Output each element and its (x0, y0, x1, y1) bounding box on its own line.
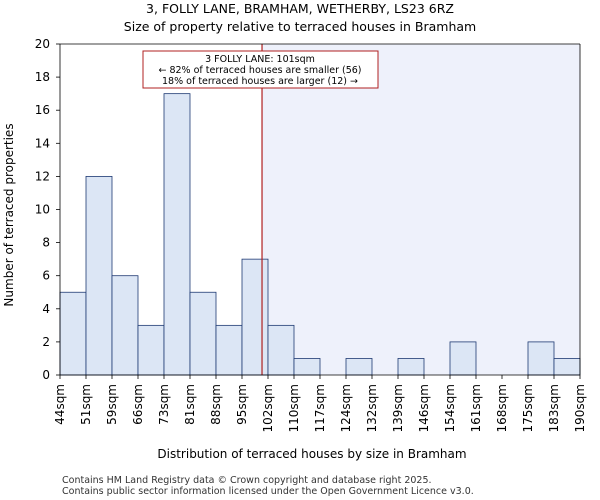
bar-110sqm (293, 358, 321, 376)
x-axis-ticks: 44sqm 51sqm 59sqm 66sqm 73sqm 81sqm 88sqm 95sqm… (53, 375, 587, 432)
annotation-box: 3 FOLLY LANE: 101sqm ← 82% of terraced h… (142, 50, 379, 89)
x-tick-label-154sqm: 154sqm (443, 384, 457, 432)
x-tick-label-139sqm: 139sqm (391, 384, 405, 432)
x-tick-label-44sqm: 44sqm (53, 384, 67, 425)
y-axis-ticks: 0 2 4 6 8 10 12 14 16 18 20 (35, 37, 60, 382)
bar-44sqm (59, 291, 87, 376)
y-tick-label-8: 8 (42, 236, 50, 250)
x-axis-label: Distribution of terraced houses by size … (157, 447, 466, 461)
x-tick-label-117sqm: 117sqm (313, 384, 327, 432)
bar-95sqm (241, 258, 269, 376)
x-tick-label-132sqm: 132sqm (365, 384, 379, 432)
bar-124sqm (345, 358, 373, 376)
y-tick-label-0: 0 (42, 368, 50, 382)
x-tick-label-161sqm: 161sqm (469, 384, 483, 432)
annotation-line-3: 18% of terraced houses are larger (12) → (162, 76, 358, 87)
bar-81sqm (189, 291, 217, 376)
bar-88sqm (215, 324, 243, 376)
larger-region-shading (262, 44, 580, 375)
x-tick-label-51sqm: 51sqm (79, 384, 93, 425)
y-tick-label-4: 4 (42, 302, 50, 316)
bar-102sqm (267, 324, 295, 376)
x-tick-label-81sqm: 81sqm (183, 384, 197, 425)
x-tick-label-124sqm: 124sqm (339, 384, 353, 432)
bar-154sqm (449, 341, 477, 376)
footer-line-2: Contains public sector information licen… (62, 486, 474, 497)
y-axis-label: Number of terraced properties (2, 123, 16, 306)
chart-subtitle: Size of property relative to terraced ho… (124, 19, 476, 34)
x-tick-label-110sqm: 110sqm (287, 384, 301, 432)
y-tick-label-18: 18 (35, 70, 50, 84)
y-tick-label-20: 20 (35, 37, 50, 51)
x-tick-label-66sqm: 66sqm (131, 384, 145, 425)
x-tick-label-59sqm: 59sqm (105, 384, 119, 425)
x-tick-label-102sqm: 102sqm (261, 384, 275, 432)
x-tick-label-175sqm: 175sqm (521, 384, 535, 432)
bar-59sqm (111, 275, 139, 376)
bar-51sqm (85, 175, 113, 376)
histogram-bars (59, 93, 581, 376)
footer-line-1: Contains HM Land Registry data © Crown c… (62, 475, 432, 486)
y-tick-label-10: 10 (35, 203, 50, 217)
larger-region (262, 44, 580, 375)
x-tick-label-183sqm: 183sqm (547, 384, 561, 432)
bar-183sqm (553, 358, 581, 376)
x-tick-label-95sqm: 95sqm (235, 384, 249, 425)
bar-73sqm (163, 93, 191, 376)
x-tick-label-73sqm: 73sqm (157, 384, 171, 425)
bar-66sqm (137, 324, 165, 376)
y-tick-label-2: 2 (42, 335, 50, 349)
annotation-line-1: 3 FOLLY LANE: 101sqm (205, 54, 315, 65)
bar-139sqm (397, 358, 425, 376)
annotation-line-2: ← 82% of terraced houses are smaller (56… (158, 65, 361, 76)
chart-title: 3, FOLLY LANE, BRAMHAM, WETHERBY, LS23 6… (146, 1, 454, 16)
x-tick-label-190sqm: 190sqm (573, 384, 587, 432)
annotation-frame (142, 50, 379, 89)
y-tick-label-14: 14 (35, 136, 50, 150)
y-tick-label-16: 16 (35, 103, 50, 117)
y-tick-label-12: 12 (35, 169, 50, 183)
y-tick-label-6: 6 (42, 269, 50, 283)
bar-175sqm (527, 341, 555, 376)
x-tick-label-168sqm: 168sqm (495, 384, 509, 432)
x-tick-label-146sqm: 146sqm (417, 384, 431, 432)
x-tick-label-88sqm: 88sqm (209, 384, 223, 425)
